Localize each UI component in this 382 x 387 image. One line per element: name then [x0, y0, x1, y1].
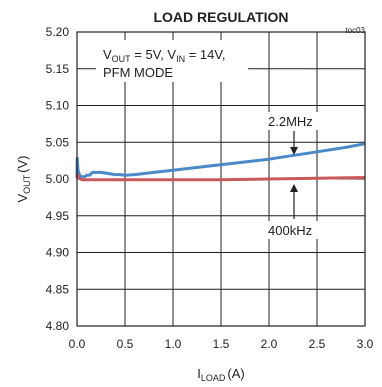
annotation-400khz-arrowhead — [290, 184, 298, 192]
annotation-400khz: 400kHz — [268, 223, 312, 238]
x-tick-label: 1.5 — [213, 337, 230, 351]
x-axis-label: ILOAD (A) — [197, 366, 244, 383]
annotation-2p2mhz: 2.2MHz — [268, 114, 313, 129]
x-tick-label: 0.0 — [69, 337, 86, 351]
y-tick-labels: 4.80 4.85 4.90 4.95 5.00 5.05 5.10 5.15 5.20 — [46, 25, 70, 333]
y-tick-label: 5.15 — [46, 62, 70, 76]
conditions-box — [96, 40, 248, 82]
conditions-line-1: VOUT = 5V, VIN = 14V, — [103, 47, 225, 64]
x-tick-label: 0.5 — [117, 337, 134, 351]
y-tick-label: 5.20 — [46, 25, 70, 39]
y-tick-label: 4.90 — [46, 246, 70, 260]
y-tick-label: 4.85 — [46, 282, 70, 296]
x-tick-labels: 0.0 0.5 1.0 1.5 2.0 2.5 3.0 — [69, 337, 374, 351]
y-axis-label: VOUT(V) — [15, 155, 32, 202]
x-tick-label: 1.0 — [165, 337, 182, 351]
annotation-2p2mhz-arrowhead — [290, 147, 298, 155]
series-lines — [75, 142, 366, 182]
annotation-2p2mhz-bg — [266, 112, 322, 130]
plot-frame — [76, 31, 366, 327]
y-tick-label: 5.05 — [46, 135, 70, 149]
x-tick-label: 2.5 — [309, 337, 326, 351]
x-tick-label: 2.0 — [261, 337, 278, 351]
y-tick-label: 5.10 — [46, 99, 70, 113]
figure-code: toc03 — [345, 26, 365, 35]
series-line-22mhz — [75, 142, 366, 179]
y-tick-label: 4.95 — [46, 209, 70, 223]
x-tick-label: 3.0 — [357, 337, 374, 351]
conditions-line-2: PFM MODE — [103, 65, 173, 80]
y-tick-label: 5.00 — [46, 172, 70, 186]
chart-title: LOAD REGULATION — [153, 9, 288, 25]
annotation-400khz-bg — [266, 221, 326, 239]
series-line-400khz — [75, 173, 366, 182]
y-tick-label: 4.80 — [46, 319, 70, 333]
